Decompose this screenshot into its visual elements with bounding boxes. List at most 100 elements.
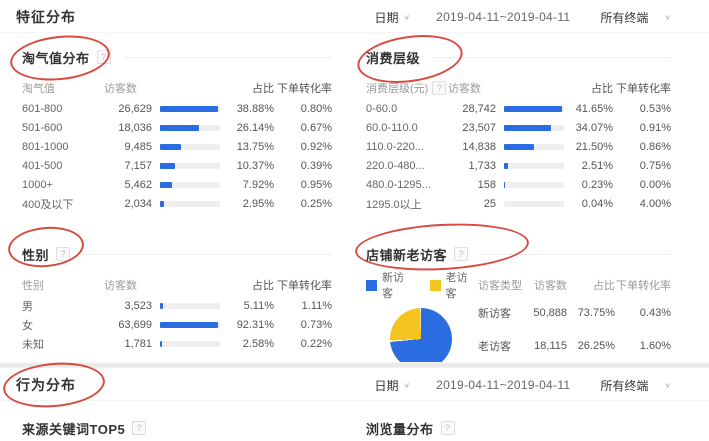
table-row: 新访客 50,888 73.75% 0.43% [478,296,671,329]
row-label: 0-60.0 [366,102,398,115]
chevron-down-icon: ∨ [664,12,671,21]
chevron-down-icon: ∨ [403,12,411,21]
conv-value: 0.22% [300,337,332,350]
pct-value: 0.04% [581,197,613,210]
legend-item-new[interactable]: 新访客 [366,269,415,301]
conv-value: 0.86% [639,140,671,153]
table-row: 1000+ 5,462 7.92% 0.95% [22,175,332,194]
column-header: 访客数 [448,83,481,95]
taoqi-panel: 淘气值分布 ? 淘气值 访客数 占比 下单转化率 601-800 26,629 [16,46,332,230]
pct-value: 0.23% [581,178,613,191]
pct-value: 92.31% [236,318,274,331]
terminal-dropdown[interactable]: 所有终端 ∨ [600,377,671,394]
bar-cell [156,181,224,188]
feature-section-title: 特征分布 [16,9,76,25]
bar-track [504,143,564,150]
value-bar [160,302,164,309]
pct-value: 10.37% [236,159,274,172]
visitors-value: 14,838 [462,140,496,153]
pct-value: 13.75% [236,140,274,153]
bar-track [160,321,220,328]
help-icon[interactable]: ? [96,50,111,64]
column-header: 访客数 [104,83,137,95]
visitor-panel-body: 新访客 老访客 访客类型 [366,272,671,370]
column-header: 占比 [252,83,274,95]
visitors-value: 7,157 [124,159,152,172]
pct-value: 2.95% [242,197,274,210]
conv-value: 1.11% [301,299,332,312]
bar-cell [156,302,224,309]
help-icon[interactable]: ? [432,81,447,95]
conv-value: 0.25% [300,197,332,210]
column-header: 占比 [252,280,274,292]
bar-track [160,162,220,169]
value-bar [504,124,552,131]
terminal-dropdown-label: 所有终端 [600,378,649,393]
gender-panel-header: 性别 ? [22,243,332,265]
consume-panel-title: 消费层级 [366,50,421,66]
column-header: 下单转化率 [277,280,332,292]
value-bar [504,162,508,169]
bar-cell [500,200,568,207]
row-label: 老访客 [478,340,511,353]
feature-content-grid: 淘气值分布 ? 淘气值 访客数 占比 下单转化率 601-800 26,629 [0,33,709,370]
conv-value: 0.39% [300,159,332,172]
behavior-card-header: 行为分布 日期 ∨ 2019-04-11~2019-04-11 所有终端 ∨ [0,368,709,401]
table-row: 男 3,523 5.11% 1.11% [22,296,332,315]
table-row: 220.0-480... 1,733 2.51% 0.75% [366,156,671,175]
table-row: 未知 1,781 2.58% 0.22% [22,334,332,353]
behavior-distribution-card: 行为分布 日期 ∨ 2019-04-11~2019-04-11 所有终端 ∨ 来… [0,368,709,441]
date-dropdown[interactable]: 日期 ∨ [374,9,410,26]
table-row: 60.0-110.0 23,507 34.07% 0.91% [366,118,671,137]
pageviews-panel-title: 浏览量分布 [366,421,434,437]
value-bar [504,143,534,150]
help-icon[interactable]: ? [454,247,469,261]
column-header: 性别 [22,280,44,292]
consume-table-header: 消费层级(元) ? 访客数 占比 下单转化率 [366,77,671,99]
header-divider [432,56,671,58]
date-dropdown[interactable]: 日期 ∨ [374,377,410,394]
bar-cell [156,143,224,150]
visitors-value: 158 [477,178,496,191]
pct-value: 2.58% [242,337,274,350]
help-icon[interactable]: ? [440,421,455,435]
pct-value: 21.50% [575,140,613,153]
pct-value: 41.65% [575,102,613,115]
table-row: 401-500 7,157 10.37% 0.39% [22,156,332,175]
bar-track [160,302,220,309]
behavior-filter-controls: 日期 ∨ 2019-04-11~2019-04-11 所有终端 ∨ [374,377,671,394]
pct-value: 26.25% [577,339,615,352]
conv-value: 0.80% [300,102,332,115]
header-divider [82,253,332,255]
bar-track [504,181,564,188]
help-icon[interactable]: ? [56,247,71,261]
behavior-section-title: 行为分布 [16,377,76,393]
date-range-value[interactable]: 2019-04-11~2019-04-11 [436,378,571,392]
column-header: 淘气值 [22,83,55,95]
terminal-dropdown[interactable]: 所有终端 ∨ [600,9,671,26]
help-icon[interactable]: ? [132,421,147,435]
visitor-table: 访客类型 访客数 占比 下单转化率 新访客 50,888 73.75% 0.43… [478,274,671,370]
visitors-value: 1,733 [468,159,496,172]
table-row: 1295.0以上 25 0.04% 4.00% [366,194,671,213]
column-header: 访客数 [104,280,137,292]
value-bar [160,200,165,207]
pie-legend: 新访客 老访客 [366,272,478,300]
column-header-group: 消费层级(元) ? [366,80,448,96]
visitor-table-header: 访客类型 访客数 占比 下单转化率 [478,274,671,296]
gender-panel: 性别 ? 性别 访客数 占比 下单转化率 男 3,523 5.11% [16,243,332,353]
legend-item-old[interactable]: 老访客 [429,269,479,301]
bar-track [504,124,564,131]
table-row: 110.0-220... 14,838 21.50% 0.86% [366,137,671,156]
pct-value: 5.11% [243,299,274,312]
date-range-value[interactable]: 2019-04-11~2019-04-11 [436,10,571,24]
column-header: 消费层级(元) [366,83,429,95]
conv-value: 0.73% [300,318,332,331]
table-row: 501-600 18,036 26.14% 0.67% [22,118,332,137]
date-dropdown-label: 日期 [374,378,399,393]
visitors-value: 5,462 [124,178,152,191]
table-row: 老访客 18,115 26.25% 1.60% [478,329,671,362]
row-label: 220.0-480... [366,159,425,172]
pageviews-panel: 浏览量分布 ? [360,417,671,439]
row-label: 未知 [22,338,44,351]
